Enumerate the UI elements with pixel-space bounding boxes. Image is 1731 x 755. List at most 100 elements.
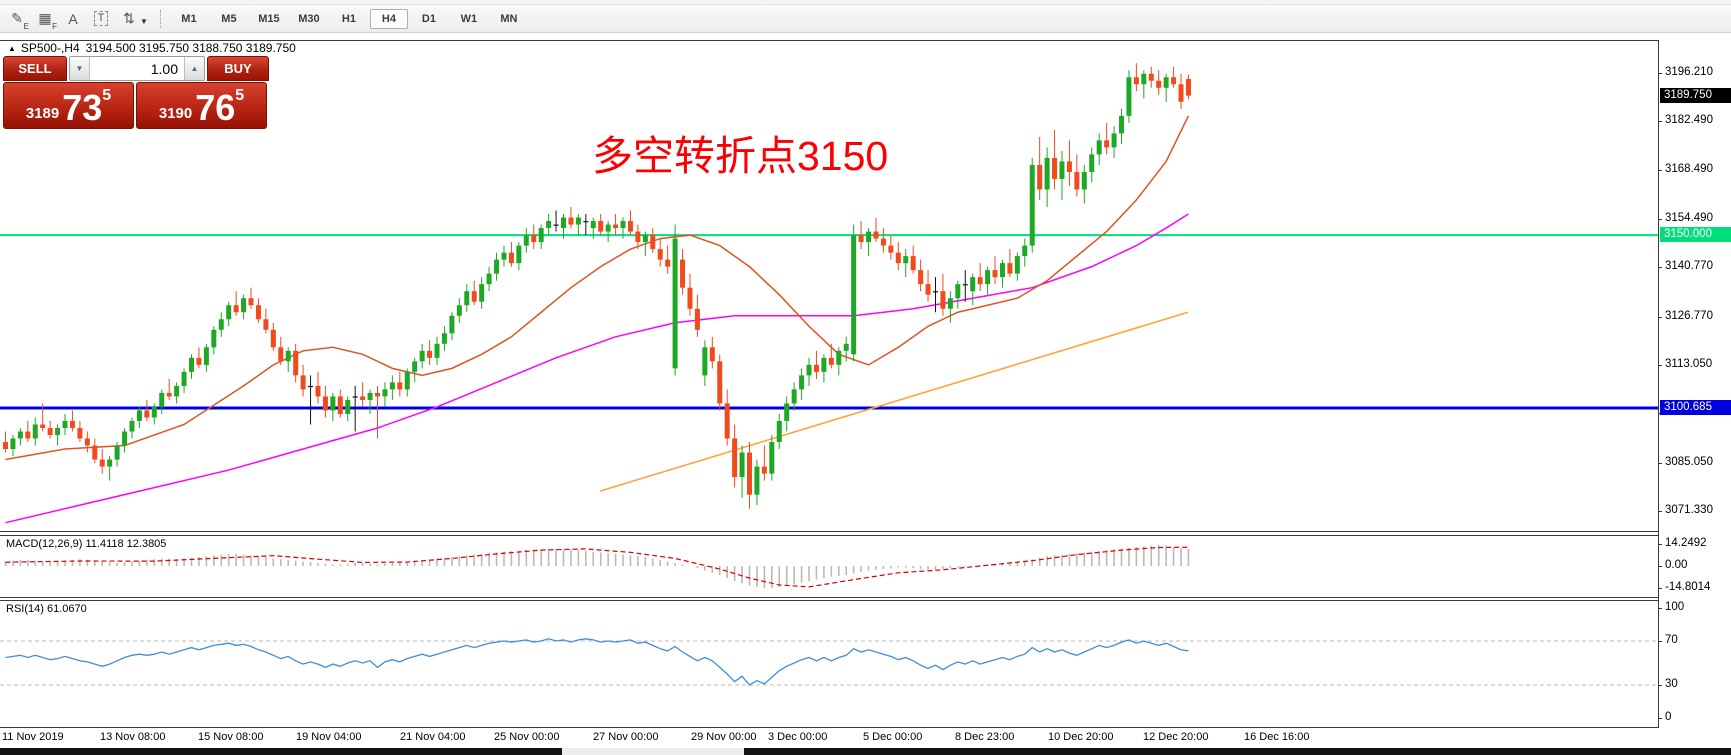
time-label: 27 Nov 00:00 — [593, 731, 659, 743]
time-label: 29 Nov 00:00 — [691, 731, 757, 743]
time-label: 11 Nov 2019 — [2, 731, 64, 743]
rsi-tick-label: 70 — [1665, 634, 1678, 646]
volume-decrease-icon[interactable]: ▼ — [70, 57, 90, 80]
trend-line[interactable] — [599, 311, 1189, 492]
ohlc-values: 3194.500 3195.750 3188.750 3189.750 — [85, 41, 296, 55]
tab-timeframe-w1[interactable]: W1 — [460, 12, 478, 25]
rsi-tick-dash — [1658, 685, 1662, 686]
buy-button[interactable]: BUY — [207, 56, 269, 81]
hline-price-badge: 3150.000 — [1660, 227, 1731, 242]
tab-timeframe-m5[interactable]: M5 — [221, 12, 237, 25]
sell-button[interactable]: SELL — [3, 56, 67, 81]
price-tick-label: 3140.770 — [1665, 260, 1713, 272]
chart-top-border — [0, 40, 1659, 41]
time-axis[interactable]: 11 Nov 2019 13 Nov 08:00 15 Nov 08:00 19 No… — [0, 731, 1731, 747]
tab-timeframe-m1[interactable]: M1 — [181, 12, 197, 25]
volume-increase-icon[interactable]: ▲ — [184, 57, 204, 80]
price-tick-dash — [1658, 73, 1662, 74]
timeframe-button-group: M1 M5 M15 M30 H1 H4 D1 W1 MN — [169, 8, 529, 29]
tab-timeframe-d1[interactable]: D1 — [421, 12, 436, 25]
price-axis-border — [1658, 40, 1659, 728]
tab-timeframe-h4[interactable]: H4 — [369, 8, 408, 29]
tab-timeframe-mn[interactable]: MN — [500, 12, 518, 25]
macd-panel-canvas[interactable] — [0, 536, 1658, 597]
ask-price-sup: 5 — [235, 87, 245, 104]
rsi-line — [5, 638, 1189, 686]
price-tick-dash — [1658, 365, 1662, 366]
rsi-tick-label: 100 — [1665, 601, 1685, 613]
toolbar-icon-group: ✎ E ▦ F A T ⇅ — [4, 8, 144, 31]
time-label: 3 Dec 00:00 — [768, 731, 828, 743]
bottom-bar-gap — [562, 748, 744, 755]
ask-price-big: 76 — [195, 87, 236, 128]
macd-tick-dash — [1658, 566, 1662, 567]
time-label: 12 Dec 20:00 — [1143, 731, 1209, 743]
macd-tick-label: 0.00 — [1665, 559, 1688, 571]
bid-price-big: 73 — [62, 87, 103, 128]
time-label: 21 Nov 04:00 — [400, 731, 466, 743]
time-label: 13 Nov 08:00 — [100, 731, 166, 743]
macd-bottom-border[interactable] — [0, 597, 1659, 598]
price-tick-label: 3126.770 — [1665, 310, 1713, 322]
text-box-icon[interactable]: T — [88, 8, 114, 30]
symbol-period-label: SP500-,H4 — [20, 41, 80, 55]
price-tick-label: 3182.490 — [1665, 114, 1713, 126]
collapse-triangle-icon[interactable]: ▲ — [8, 44, 16, 53]
window-top-edge — [0, 0, 1731, 5]
grid-pattern-icon[interactable]: ▦ F — [38, 10, 57, 31]
macd-tick-label: 14.2492 — [1665, 537, 1707, 549]
text-label-icon[interactable]: A — [68, 10, 78, 27]
indicators-pencil-icon[interactable]: ✎ E — [11, 10, 29, 31]
tab-timeframe-m15[interactable]: M15 — [258, 12, 280, 25]
rsi-tick-dash — [1658, 718, 1662, 719]
volume-stepper: ▼ 1.00 ▲ — [69, 56, 205, 81]
macd-tick-label: -14.8014 — [1665, 581, 1711, 593]
tab-timeframe-h1[interactable]: H1 — [341, 12, 356, 25]
time-label: 19 Nov 04:00 — [296, 731, 362, 743]
chart-bottom-border — [0, 531, 1659, 532]
price-tick-dash — [1658, 267, 1662, 268]
bottom-bar-right — [744, 748, 1731, 755]
price-tick-label: 3168.490 — [1665, 163, 1713, 175]
price-tick-dash — [1658, 170, 1662, 171]
time-label: 10 Dec 20:00 — [1048, 731, 1114, 743]
price-tick-label: 3196.210 — [1665, 66, 1713, 78]
current-price-badge: 3189.750 — [1660, 88, 1731, 103]
macd-signal-line — [5, 546, 1189, 588]
time-label: 5 Dec 00:00 — [863, 731, 923, 743]
price-tick-label: 3113.050 — [1665, 358, 1713, 370]
rsi-tick-label: 30 — [1665, 678, 1678, 690]
bid-price-sup: 5 — [102, 87, 112, 104]
macd-tick-dash — [1658, 588, 1662, 589]
price-tick-dash — [1658, 317, 1662, 318]
ask-price-small: 3190 — [158, 105, 193, 122]
time-label: 16 Dec 16:00 — [1244, 731, 1310, 743]
rsi-top-border[interactable] — [0, 600, 1659, 601]
candles-group — [3, 63, 1191, 509]
chart-title: ▲ SP500-,H4 3194.500 3195.750 3188.750 318… — [8, 41, 296, 55]
one-click-trade-widget: SELL ▼ 1.00 ▲ BUY 3189 73 5 3190 76 5 — [3, 56, 269, 129]
toolbar-separator — [159, 9, 161, 28]
rsi-tick-label: 0 — [1665, 711, 1672, 723]
rsi-panel-canvas[interactable] — [0, 601, 1658, 727]
volume-input[interactable]: 1.00 — [150, 60, 178, 77]
dropdown-caret-icon[interactable]: ▼ — [140, 17, 148, 26]
price-tick-label: 3154.490 — [1665, 212, 1713, 224]
macd-top-border[interactable] — [0, 535, 1659, 536]
price-tick-dash — [1658, 121, 1662, 122]
chart-annotation-text: 多空转折点3150 — [592, 133, 889, 179]
bid-quote-panel[interactable]: 3189 73 5 — [3, 82, 134, 129]
bottom-bar-left — [0, 748, 562, 755]
rsi-tick-dash — [1658, 641, 1662, 642]
price-tick-label: 3085.050 — [1665, 456, 1713, 468]
arrange-windows-icon[interactable]: ⇅ — [123, 10, 135, 26]
ma-slow-line — [5, 213, 1189, 524]
price-chart-canvas[interactable] — [0, 40, 1658, 532]
rsi-tick-dash — [1658, 608, 1662, 609]
price-tick-label: 3071.330 — [1665, 504, 1713, 516]
tab-timeframe-m30[interactable]: M30 — [298, 12, 320, 25]
macd-label: MACD(12,26,9) 11.4118 12.3805 — [6, 538, 167, 550]
time-label: 25 Nov 00:00 — [494, 731, 560, 743]
ask-quote-panel[interactable]: 3190 76 5 — [136, 82, 267, 129]
